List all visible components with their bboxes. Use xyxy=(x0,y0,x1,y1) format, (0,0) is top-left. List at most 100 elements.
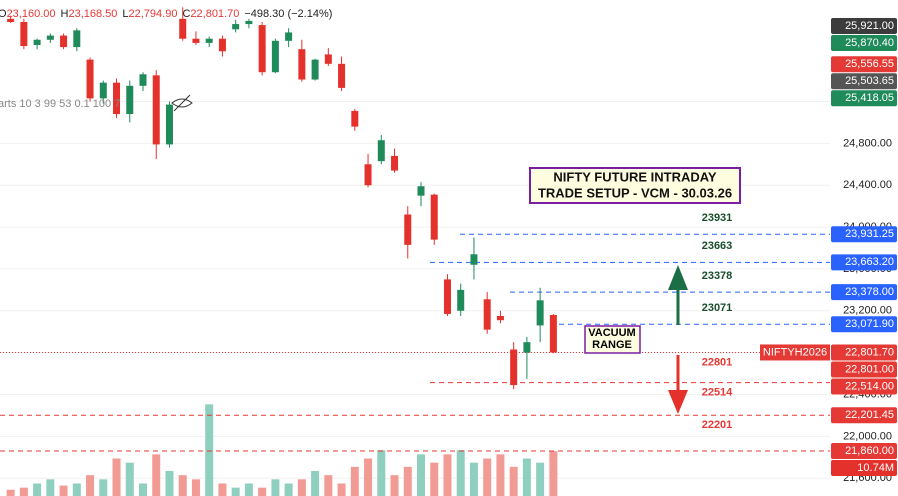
price-tag-label: 25,556.55 xyxy=(845,58,894,70)
candle-body xyxy=(285,32,293,41)
y-tick-label: 22,000.00 xyxy=(843,430,892,442)
ohlc-legend: L xyxy=(122,8,128,20)
candle-body xyxy=(218,38,226,52)
volume-bar xyxy=(324,475,333,496)
candle-body xyxy=(20,21,28,47)
candle-body xyxy=(205,38,213,43)
ohlc-legend: O xyxy=(0,8,7,20)
ohlc-legend: C xyxy=(182,8,190,20)
candle-body xyxy=(324,54,332,64)
candle-body xyxy=(377,140,385,162)
candle-body xyxy=(298,49,306,80)
volume-bar xyxy=(86,475,95,496)
candle-body xyxy=(139,74,147,86)
annotation-line: NIFTY FUTURE INTRADAY xyxy=(553,169,717,184)
price-tag-label: 23,931.25 xyxy=(845,228,894,240)
level-label: 22514 xyxy=(702,386,733,398)
price-tag-label: 25,503.65 xyxy=(845,75,894,87)
price-tag-label: 25,870.40 xyxy=(845,37,894,49)
ohlc-legend: 22,794.90 xyxy=(129,8,178,20)
volume-bar xyxy=(430,462,439,496)
candle-body xyxy=(33,39,41,45)
volume-bar xyxy=(284,483,293,496)
candle-body xyxy=(417,186,425,196)
candle-body xyxy=(523,342,531,353)
volume-bar xyxy=(59,485,68,496)
volume-bar xyxy=(178,475,187,496)
candle-body xyxy=(60,35,68,48)
vacuum-text: VACUUM xyxy=(588,327,635,339)
ohlc-legend: −498.30 (−2.14%) xyxy=(244,8,332,20)
price-tag-label: 23,663.20 xyxy=(845,256,894,268)
eye-icon xyxy=(171,94,193,112)
vacuum-text: RANGE xyxy=(592,339,632,351)
candle-body xyxy=(443,279,451,314)
volume-bar xyxy=(496,454,505,496)
candle-body xyxy=(457,289,465,311)
volume-bar xyxy=(403,466,412,496)
price-tag xyxy=(831,443,897,460)
candle-body xyxy=(510,349,518,386)
plot-layer xyxy=(0,7,830,496)
candle-body xyxy=(351,110,359,127)
y-tick-label: 23,200.00 xyxy=(843,305,892,317)
volume-bar xyxy=(258,487,267,496)
candle-body xyxy=(311,59,319,80)
volume-bar xyxy=(99,479,108,496)
price-tag-label: 25,921.00 xyxy=(845,20,894,32)
y-tick-label: 24,800.00 xyxy=(843,137,892,149)
price-tag xyxy=(831,56,897,73)
volume-bar xyxy=(350,466,359,496)
annotation-box: NIFTY FUTURE INTRADAY TRADE SETUP - VCM … xyxy=(529,167,741,204)
volume-bar xyxy=(522,458,531,496)
volume-bar xyxy=(191,479,200,496)
symbol-label: NIFTYH2026 xyxy=(763,346,827,358)
level-label: 23378 xyxy=(702,270,733,282)
volume-bar xyxy=(297,479,306,496)
price-tag-label: 23,071.90 xyxy=(845,318,894,330)
candle-body xyxy=(86,59,94,99)
price-tag xyxy=(831,344,897,361)
candle-body xyxy=(165,104,173,145)
price-tag xyxy=(831,18,897,35)
vacuum-frame xyxy=(584,325,641,354)
volume-bar xyxy=(19,487,28,496)
price-tag-label: 21,860.00 xyxy=(845,445,894,457)
annotation-line: TRADE SETUP - VCM - 30.03.26 xyxy=(538,185,732,200)
price-tag-label: 23,378.00 xyxy=(845,286,894,298)
candle-body xyxy=(113,82,121,115)
price-tag xyxy=(831,407,897,424)
candle-body xyxy=(271,40,279,73)
volume-bar xyxy=(46,479,55,496)
volume-bar xyxy=(483,458,492,496)
candle-body xyxy=(258,25,266,73)
candle-body xyxy=(245,20,253,25)
volume-bar xyxy=(231,487,240,496)
volume-bar xyxy=(549,451,558,496)
volume-bar xyxy=(377,450,386,496)
price-tag xyxy=(831,90,897,107)
volume-bar xyxy=(165,471,174,496)
volume-bar xyxy=(33,483,42,496)
price-tag xyxy=(831,361,897,378)
volume-bar xyxy=(152,454,161,496)
price-tag xyxy=(831,226,897,243)
price-tag-label: 10.74M xyxy=(857,462,894,474)
volume-bar xyxy=(72,483,81,496)
y-tick-label: 24,400.00 xyxy=(843,179,892,191)
volume-bar xyxy=(443,454,452,496)
price-tag xyxy=(831,73,897,90)
volume-bar xyxy=(390,475,399,496)
volume-bar xyxy=(139,483,147,496)
vacuum-box: VACUUM RANGE xyxy=(584,325,641,354)
arrow-head xyxy=(668,265,688,290)
level-label: 22201 xyxy=(702,419,733,431)
price-tag-label: 22,514.00 xyxy=(845,380,894,392)
arrow-head xyxy=(668,390,688,414)
price-tag xyxy=(831,254,897,271)
volume-bar xyxy=(509,466,518,496)
level-label: 23071 xyxy=(702,302,733,314)
candle-body xyxy=(232,24,240,30)
ohlc-legend: 23,160.00 xyxy=(7,8,56,20)
